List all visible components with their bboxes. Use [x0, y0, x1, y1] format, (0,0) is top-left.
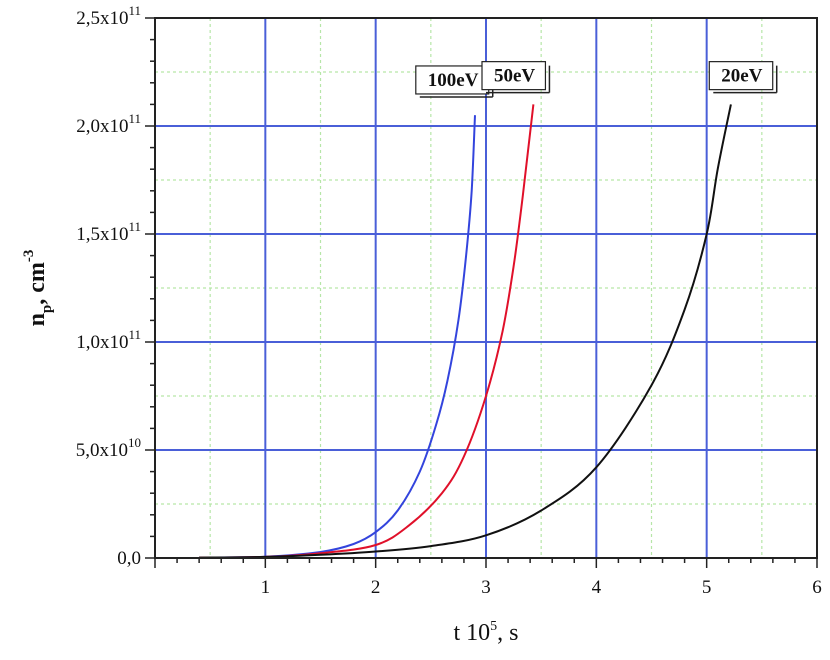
y-tick-label: 0,0: [117, 548, 141, 569]
y-tick-label: 1,0x1011: [76, 327, 141, 353]
series-layer: [199, 104, 732, 559]
x-axis-title-sup: 5: [490, 619, 497, 634]
y-axis-title: np, cm-3: [21, 250, 55, 327]
series-line-20eV: [199, 104, 732, 559]
y-tick-label: 5,0x1010: [76, 435, 141, 461]
x-tick-label: 4: [592, 577, 602, 598]
y-axis-title-sub: p: [39, 305, 55, 313]
y-axis-title-sup: -3: [21, 250, 37, 263]
x-tick-label: 6: [812, 577, 822, 598]
y-axis-title-main: n: [24, 313, 50, 326]
x-tick-label: 5: [702, 577, 712, 598]
y-tick-label: 1,5x1011: [76, 219, 141, 245]
x-tick-label: 2: [371, 577, 381, 598]
series-label-text: 50eV: [494, 66, 535, 87]
series-label-20eV: 20eV: [708, 61, 778, 94]
x-tick-label: 1: [261, 577, 271, 598]
x-axis-title-tail: , s: [497, 620, 518, 646]
series-line-100eV: [199, 115, 476, 559]
y-axis-title-mid: , cm: [24, 262, 50, 305]
series-labels: 100eV 50eV 20eV: [415, 61, 778, 98]
y-tick-label: 2,5x1011: [76, 3, 141, 29]
y-tick-label: 2,0x1011: [76, 111, 141, 137]
series-label-text: 20eV: [721, 66, 762, 87]
x-axis-title-main: t 10: [453, 620, 490, 646]
series-line-50eV: [199, 104, 535, 559]
series-label-100eV: 100eV: [415, 65, 494, 98]
ticks: 1 2 3 4 5 6 0,0 5,0x1010 1,0x1011 1,5x1011 2,0x101…: [76, 3, 822, 598]
x-tick-label: 3: [481, 577, 491, 598]
series-label-50eV: 50eV: [481, 61, 551, 94]
x-axis-title: t 105, s: [453, 619, 518, 646]
series-label-text: 100eV: [428, 70, 479, 91]
